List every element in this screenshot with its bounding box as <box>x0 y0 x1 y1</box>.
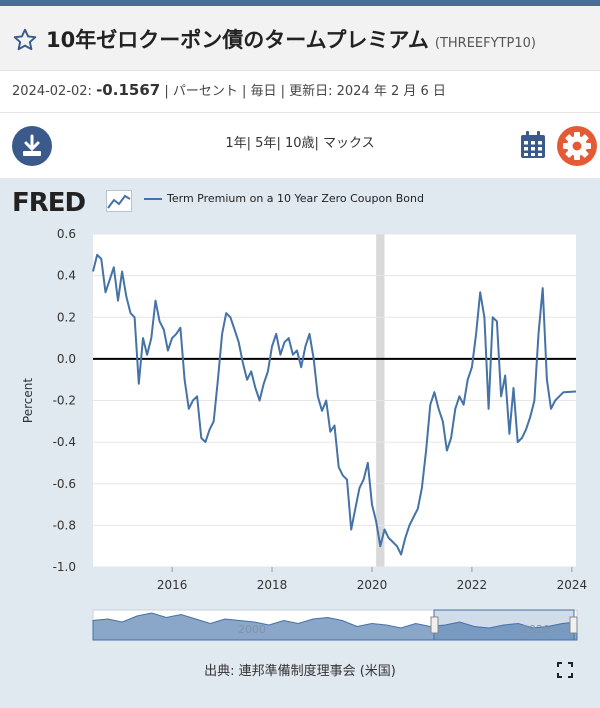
observation-line: 2024-02-02: -0.1567 | パーセント | 毎日 | 更新日: … <box>12 80 446 99</box>
top-accent-bar <box>0 0 600 6</box>
navigator-label: 2000 <box>238 623 266 636</box>
x-tick-label: 2016 <box>157 578 188 592</box>
line-chart-logo-icon <box>106 190 132 212</box>
y-tick-label: -1.0 <box>53 560 76 574</box>
x-tick-label: 2022 <box>457 578 488 592</box>
legend-swatch <box>144 198 162 200</box>
observation-meta: | パーセント | 毎日 | 更新日: 2024 年 2 月 6 日 <box>164 84 446 99</box>
y-tick-label: 0.0 <box>57 352 76 366</box>
series-line <box>92 253 577 556</box>
x-tick-label: 2024 <box>557 578 588 592</box>
range-10y[interactable]: 10歳 <box>284 136 315 151</box>
navigator-handle[interactable] <box>430 616 439 634</box>
expand-icon[interactable] <box>557 662 573 678</box>
divider <box>0 112 600 113</box>
gear-icon <box>563 132 591 160</box>
download-icon <box>23 134 41 156</box>
date-range-selector: 1年| 5年| 10歳| マックス <box>225 136 375 151</box>
navigator-selection <box>433 609 575 641</box>
range-5y[interactable]: 5年 <box>255 136 277 151</box>
navigator-area <box>92 612 578 641</box>
observation-date: 2024-02-02: <box>12 84 92 99</box>
chart-panel: FRED Term Premium on a 10 Year Zero Coup… <box>0 178 600 708</box>
legend-label: Term Premium on a 10 Year Zero Coupon Bo… <box>167 192 424 205</box>
y-tick-label: 0.2 <box>57 310 76 324</box>
chart-legend: Term Premium on a 10 Year Zero Coupon Bo… <box>144 192 424 205</box>
download-button[interactable] <box>12 126 52 166</box>
observation-value: -0.1567 <box>96 81 161 99</box>
y-tick-label: -0.2 <box>53 394 76 408</box>
navigator-handle[interactable] <box>569 616 578 634</box>
calendar-icon[interactable] <box>520 131 546 159</box>
range-1y[interactable]: 1年 <box>225 136 247 151</box>
navigator-label: 2020 <box>522 623 550 636</box>
fred-logo: FRED <box>12 188 86 218</box>
y-tick-label: -0.8 <box>53 518 76 532</box>
x-tick-label: 2018 <box>257 578 288 592</box>
settings-button[interactable] <box>557 126 597 166</box>
y-tick-label: 0.6 <box>57 227 76 241</box>
x-tick-label: 2020 <box>357 578 388 592</box>
star-icon[interactable] <box>12 27 38 53</box>
y-axis-label: Percent <box>21 378 35 423</box>
line-chart[interactable]: 0.6 0.4 0.2 0.0 -0.2 -0.4 -0.6 -0.8 -1.0 2016 2018… <box>0 178 600 658</box>
source-note: 出典: 連邦準備制度理事会 (米国) <box>204 664 396 679</box>
series-header: 10年ゼロクーポン債のタームプレミアム (THREEFYTP10) <box>0 6 600 71</box>
series-id: (THREEFYTP10) <box>434 36 536 51</box>
y-tick-label: -0.4 <box>53 435 76 449</box>
page-title: 10年ゼロクーポン債のタームプレミアム (THREEFYTP10) <box>46 28 536 52</box>
y-tick-label: -0.6 <box>53 477 76 491</box>
y-tick-label: 0.4 <box>57 269 76 283</box>
range-max[interactable]: マックス <box>323 136 375 151</box>
